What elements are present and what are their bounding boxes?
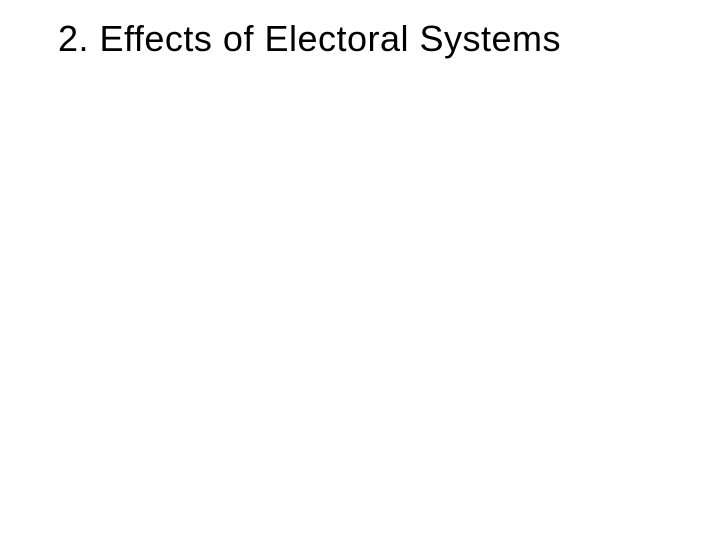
slide-title: 2. Effects of Electoral Systems — [58, 18, 561, 60]
